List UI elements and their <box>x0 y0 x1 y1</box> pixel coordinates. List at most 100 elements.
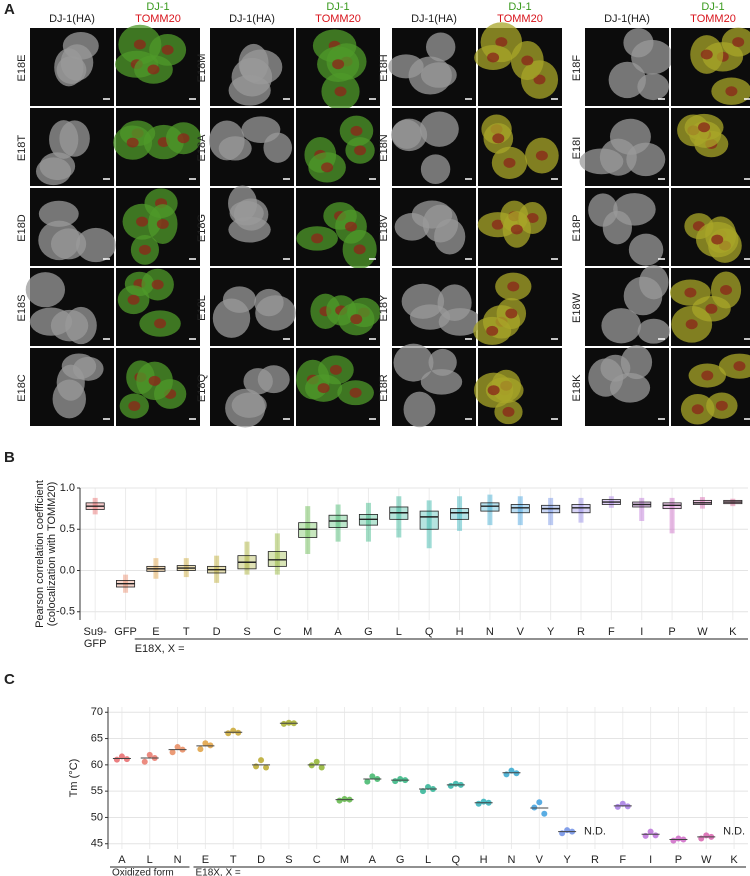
x-tick-label: E <box>152 626 159 638</box>
y-tick-label: 65 <box>91 732 103 744</box>
x-tick-label: V <box>517 626 525 638</box>
x-tick-label-line: GFP <box>84 638 107 650</box>
cell <box>391 118 428 152</box>
nucleus <box>147 64 160 75</box>
point <box>146 751 153 758</box>
cell <box>394 213 430 241</box>
row-label: E18S <box>16 295 28 322</box>
nucleus <box>526 212 539 223</box>
row-label: E18A <box>196 134 208 162</box>
x-tick-label: M <box>340 854 349 866</box>
point <box>369 773 376 780</box>
point <box>642 832 649 839</box>
cell <box>420 369 463 395</box>
channel-label: DJ-1 <box>701 1 724 13</box>
point <box>118 753 125 760</box>
point <box>235 729 242 736</box>
box <box>571 504 591 514</box>
cell <box>25 272 66 308</box>
cell <box>600 354 631 382</box>
y-tick-label: 50 <box>91 811 103 823</box>
point <box>253 763 260 770</box>
nucleus <box>126 137 139 148</box>
x-tick-label: G <box>364 626 373 638</box>
point <box>541 810 548 817</box>
x-tick-label: Y <box>563 854 571 866</box>
nucleus <box>487 52 500 63</box>
nucleus <box>701 370 714 381</box>
cell <box>255 295 296 331</box>
point <box>263 764 270 771</box>
row-label: E18M <box>196 54 208 83</box>
nucleus <box>505 308 518 319</box>
point <box>614 803 621 810</box>
cell <box>231 57 273 97</box>
x-tick-label: S <box>285 854 292 866</box>
cell <box>49 120 79 159</box>
cell <box>393 343 434 382</box>
channel-label: DJ-1 <box>326 1 349 13</box>
y-tick-label: -0.5 <box>56 606 75 618</box>
point <box>341 796 348 803</box>
point <box>285 719 292 726</box>
cell <box>613 193 656 226</box>
x-tick-label: S <box>243 626 250 638</box>
nucleus <box>535 150 548 161</box>
row-label: E18W <box>571 292 583 323</box>
nucleus <box>350 125 363 136</box>
x-tick-label: N <box>486 626 494 638</box>
nucleus <box>138 244 151 255</box>
x-tick-label: L <box>147 854 153 866</box>
row-label: E18H <box>378 54 390 82</box>
nucleus <box>725 86 738 97</box>
cell <box>623 28 654 58</box>
cell <box>29 307 73 336</box>
nucleus <box>177 133 190 144</box>
row-label: E18Q <box>196 373 208 402</box>
nucleus <box>503 157 516 168</box>
x-tick-label: Su9-GFP <box>84 626 108 650</box>
nucleus <box>148 375 161 386</box>
point <box>123 756 130 763</box>
nucleus <box>154 318 167 329</box>
x-tick-label: F <box>608 626 615 638</box>
cell <box>408 56 452 95</box>
point <box>258 757 265 764</box>
point <box>308 762 315 769</box>
x-tick-label: K <box>730 854 738 866</box>
nucleus <box>156 219 169 230</box>
channel-label: TOMM20 <box>135 13 181 25</box>
nucleus <box>334 86 347 97</box>
nucleus <box>684 287 697 298</box>
box <box>419 510 439 530</box>
point <box>619 800 626 807</box>
y-tick-label: 55 <box>91 785 103 797</box>
cell <box>263 132 293 163</box>
y-axis-label: Pearson correlation coefficient <box>34 480 46 628</box>
cell <box>420 154 451 184</box>
cell <box>65 306 97 345</box>
nucleus <box>487 385 500 396</box>
x-tick-label: I <box>640 626 643 638</box>
x-tick-label: L <box>396 626 402 638</box>
box <box>298 522 318 538</box>
x-tick-label: A <box>118 854 126 866</box>
nucleus <box>521 55 534 66</box>
panel-label: B <box>4 449 15 466</box>
x-tick-label: R <box>577 626 585 638</box>
cell <box>419 111 459 147</box>
nucleus <box>492 133 505 144</box>
point <box>480 798 487 805</box>
value-label: N.D. <box>723 826 745 838</box>
row-label: E18F <box>571 55 583 82</box>
cell <box>38 220 81 261</box>
value-label: N.D. <box>584 826 606 838</box>
x-tick-label: C <box>273 626 281 638</box>
point <box>675 835 682 842</box>
cell <box>52 379 86 419</box>
x-tick-label: W <box>697 626 708 638</box>
box <box>480 502 500 512</box>
row-label: E18N <box>378 134 390 162</box>
